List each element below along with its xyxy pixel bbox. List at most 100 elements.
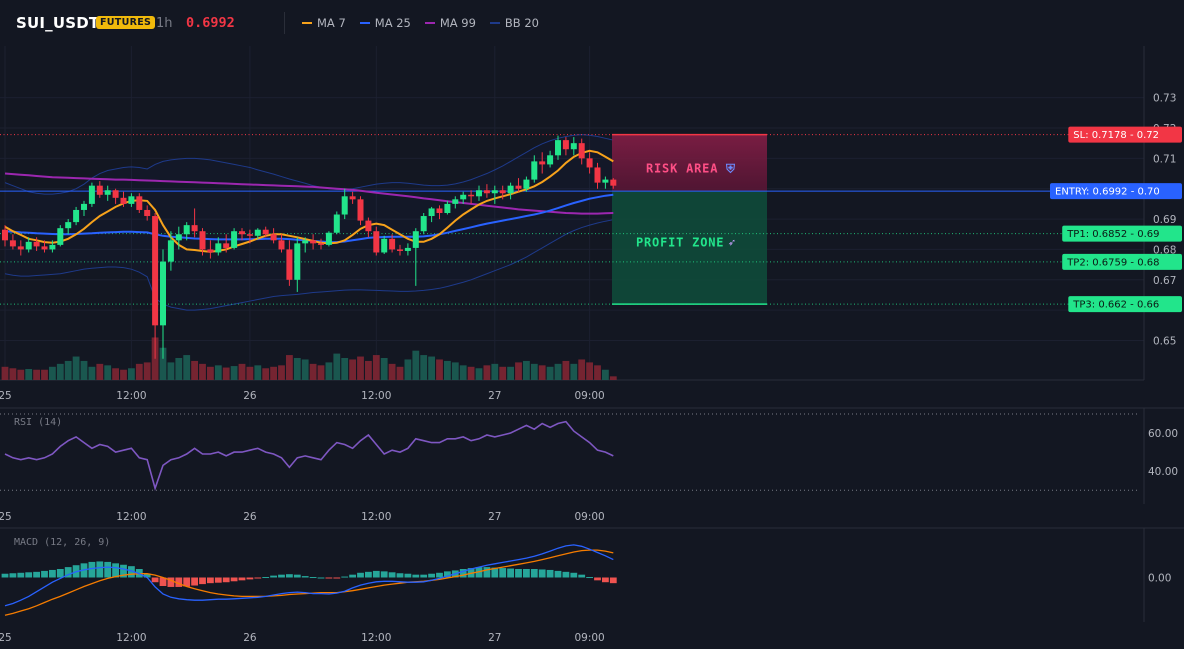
candle-body	[239, 231, 245, 235]
ma7-line	[4, 149, 614, 253]
candle-body	[88, 185, 95, 204]
candle-body	[357, 199, 364, 221]
time-tick-label: 25	[0, 511, 12, 523]
price-tick-label: 0.67	[1153, 275, 1176, 287]
timeframe-selector[interactable]: 1h	[156, 16, 173, 31]
macd-histogram-bar	[538, 569, 546, 578]
candle-body	[389, 238, 396, 250]
candle	[483, 184, 490, 198]
volume-bar	[72, 356, 80, 380]
candle-body	[594, 167, 601, 183]
candle-body	[17, 246, 24, 250]
rsi-line	[4, 420, 614, 491]
candle-body	[365, 220, 372, 232]
tp1-tag-axis: 0.69	[1137, 229, 1159, 240]
candle	[586, 152, 593, 174]
volume-bar	[554, 363, 562, 380]
macd-histogram-bar	[159, 577, 167, 586]
time-tick-label: 25	[0, 390, 12, 402]
candle	[610, 178, 617, 189]
macd-histogram-bar	[546, 569, 554, 578]
macd-histogram-bar	[183, 577, 191, 587]
macd-histogram-bar	[246, 577, 254, 580]
macd-histogram-bar	[49, 569, 56, 578]
candle-body	[333, 214, 340, 233]
candle	[476, 185, 482, 201]
volume-bar	[120, 369, 127, 380]
legend-ma99-label: MA 99	[439, 16, 476, 30]
candle-body	[397, 249, 403, 251]
macd-line	[4, 544, 614, 607]
candle	[175, 226, 182, 250]
volume-bars	[1, 337, 617, 380]
macd-histogram-bar	[562, 571, 570, 578]
volume-bar	[56, 363, 64, 380]
symbol-name[interactable]: SUI_USDT	[16, 14, 100, 32]
macd-histogram-bar	[428, 573, 435, 578]
volume-bar	[128, 368, 135, 380]
volume-bar	[286, 355, 293, 380]
candle-body	[610, 179, 617, 186]
legend-ma7[interactable]: MA 7	[302, 16, 346, 30]
macd-histogram-bar	[609, 577, 617, 584]
candle	[239, 228, 245, 241]
candle	[9, 234, 16, 250]
macd-histogram-bar	[404, 573, 412, 578]
entry-tag-label: ENTRY: 0.6992 - 0.70	[1055, 187, 1160, 198]
candle-body	[515, 185, 522, 189]
macd-histogram-bar	[333, 577, 341, 579]
macd-histogram-bar	[199, 577, 206, 585]
price-tick-label: 0.68	[1153, 244, 1176, 256]
candle-body	[278, 240, 285, 250]
legend-ma25[interactable]: MA 25	[359, 16, 411, 30]
sl-tag-separator: -	[1127, 130, 1137, 141]
legend-ma99[interactable]: MA 99	[424, 16, 476, 30]
candle-body	[602, 179, 609, 183]
volume-bar	[317, 365, 325, 380]
legend-ma7-label: MA 7	[317, 16, 346, 30]
candle	[389, 234, 396, 253]
legend-bb20[interactable]: BB 20	[489, 16, 539, 30]
macd-histogram-bar	[112, 563, 119, 578]
sl-tag: SL: 0.7178 - 0.72	[1068, 126, 1182, 143]
candle	[468, 190, 475, 204]
volume-bar	[388, 363, 396, 380]
candle	[65, 219, 72, 235]
candle-body	[531, 161, 538, 180]
candle-body	[468, 194, 475, 197]
time-tick-label: 26	[243, 632, 257, 644]
candle-body	[128, 196, 135, 204]
candle	[570, 137, 577, 156]
candle-body	[476, 190, 482, 197]
candle	[112, 188, 119, 204]
tp1-tag: TP1: 0.6852 - 0.69	[1062, 225, 1182, 242]
macd-histogram-bar	[143, 573, 151, 578]
macd-histogram-bar	[167, 577, 175, 587]
volume-bar	[530, 363, 538, 380]
volume-bar	[270, 366, 277, 380]
rocket-icon: ➶	[728, 236, 736, 250]
macd-histogram-bar	[301, 576, 309, 578]
macd-histogram-bar	[293, 574, 301, 578]
candle	[136, 193, 143, 213]
price-tick-label: 0.73	[1153, 93, 1176, 105]
tp3-tag-separator: -	[1127, 300, 1137, 311]
risk-area-label: RISK AREA	[646, 162, 718, 176]
macd-histogram-bar	[238, 577, 246, 581]
macd-histogram-bar	[436, 572, 443, 578]
candle	[602, 176, 609, 189]
macd-histogram-bar	[499, 568, 507, 578]
macd-histogram-bar	[523, 569, 530, 578]
volume-bar	[214, 365, 222, 380]
volume-bar	[609, 376, 617, 380]
candle	[96, 181, 103, 198]
candle	[412, 228, 419, 286]
volume-bar	[1, 366, 9, 380]
volume-bar	[365, 360, 372, 380]
candle	[270, 228, 277, 244]
candle-body	[373, 231, 380, 253]
candle	[254, 228, 261, 239]
candle	[152, 213, 159, 359]
tp1-tag-label: TP1: 0.6852 - 0.69	[1066, 229, 1159, 240]
